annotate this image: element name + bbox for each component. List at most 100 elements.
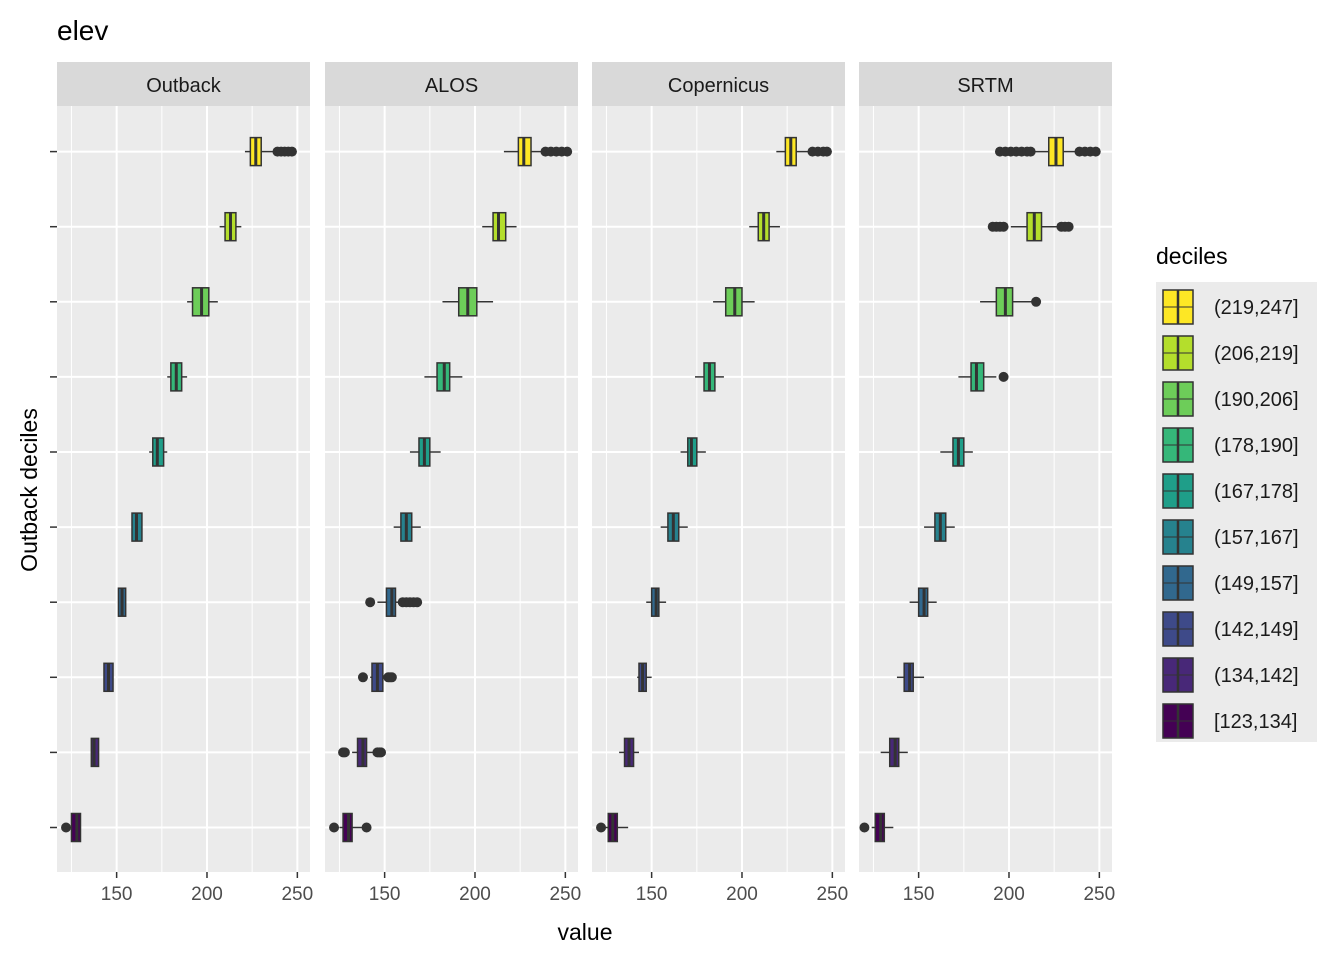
boxplot-3: [357, 662, 397, 693]
outlier-point: [1090, 146, 1101, 157]
outlier-point: [357, 672, 368, 683]
boxplot-7: [424, 362, 463, 392]
x-axis-label: value: [558, 919, 613, 945]
boxplot-4: [117, 587, 127, 617]
legend: deciles (219,247] (206,219] (190,206] (178,…: [1156, 243, 1317, 742]
boxplot-5: [131, 512, 143, 542]
boxplot-4: [909, 587, 937, 617]
boxplot-1: [61, 812, 82, 843]
legend-label: (149,157]: [1214, 573, 1299, 595]
boxplot-6: [680, 437, 706, 467]
outlier-point: [412, 597, 423, 608]
outlier-point: [596, 822, 607, 833]
x-tick-label: 200: [191, 884, 223, 905]
boxplot-5: [393, 512, 421, 542]
x-tick-label: 200: [459, 884, 491, 905]
boxplot-2: [90, 737, 100, 768]
facet-strip: [592, 62, 845, 106]
outlier-point: [61, 822, 72, 833]
outlier-point: [1063, 221, 1074, 232]
boxplot-10: [994, 136, 1101, 167]
panel-background: [859, 106, 1112, 872]
legend-label: (167,178]: [1214, 481, 1299, 503]
panels: Outback 150 200 250 ALOS 150 200 250 Copernicus 1…: [57, 62, 1115, 905]
outlier-point: [361, 822, 372, 833]
x-tick-label: 150: [101, 884, 133, 905]
boxplot-5: [660, 512, 688, 542]
boxplot-8: [187, 287, 218, 317]
boxplot-2: [880, 737, 908, 768]
x-tick-label: 150: [636, 884, 668, 905]
boxplot-7: [167, 362, 188, 392]
outlier-point: [339, 747, 350, 758]
boxplot-2: [619, 737, 639, 768]
legend-item: [123,134]: [1162, 703, 1297, 739]
x-tick-label: 200: [726, 884, 758, 905]
boxplot-1: [859, 812, 894, 843]
legend-item: (134,142]: [1162, 657, 1299, 693]
boxplot-1: [596, 812, 629, 843]
boxplot-3: [637, 662, 652, 693]
outlier-point: [1025, 146, 1036, 157]
boxplot-10: [244, 136, 297, 167]
boxplot-9: [219, 211, 242, 242]
x-tick-label: 250: [1083, 884, 1115, 905]
facet-strip: [325, 62, 578, 106]
legend-label: (142,149]: [1214, 619, 1299, 641]
outlier-point: [1031, 296, 1042, 307]
x-tick-label: 150: [369, 884, 401, 905]
boxplot-6: [409, 437, 441, 467]
outlier-point: [998, 221, 1009, 232]
legend-label: (219,247]: [1214, 297, 1299, 319]
panel-srtm: SRTM 150 200 250: [859, 62, 1115, 905]
boxplot-8: [442, 287, 494, 317]
boxplot-9: [749, 211, 780, 242]
y-axis: [50, 150, 57, 829]
y-axis-label: Outback deciles: [16, 408, 42, 572]
boxplot-6: [149, 437, 168, 467]
outlier-point: [376, 747, 387, 758]
boxplot-4: [646, 587, 667, 617]
panel-outback: Outback 150 200 250: [57, 62, 313, 905]
legend-title: deciles: [1156, 243, 1228, 269]
legend-label: (178,190]: [1214, 435, 1299, 457]
x-tick-label: 250: [816, 884, 848, 905]
boxplot-5: [924, 512, 955, 542]
legend-label: (134,142]: [1214, 665, 1299, 687]
boxplot-6: [940, 437, 973, 467]
facet-strip-label: Outback: [146, 75, 221, 97]
x-tick-label: 250: [281, 884, 313, 905]
legend-item: (219,247]: [1162, 289, 1299, 325]
boxplot-2: [338, 737, 387, 768]
outlier-point: [821, 146, 832, 157]
boxplot-4: [365, 587, 423, 617]
boxplot-10: [776, 136, 832, 167]
facet-strip: [57, 62, 310, 106]
x-tick-label: 200: [993, 884, 1025, 905]
facet-strip: [859, 62, 1112, 106]
legend-item: (157,167]: [1162, 519, 1299, 555]
legend-item: (167,178]: [1162, 473, 1299, 509]
facet-strip-label: SRTM: [957, 75, 1013, 97]
boxplot-7: [958, 362, 1009, 392]
outlier-point: [286, 146, 297, 157]
facet-strip-label: ALOS: [425, 75, 478, 97]
boxplot-3: [103, 662, 114, 693]
legend-label: (190,206]: [1214, 389, 1299, 411]
boxplot-10: [503, 136, 573, 167]
legend-label: [123,134]: [1214, 711, 1297, 733]
panel-copernicus: Copernicus 150 200 250: [592, 62, 848, 905]
boxplot-1: [329, 812, 372, 843]
chart-title: elev: [57, 15, 108, 46]
boxplot-9: [482, 211, 517, 242]
facet-strip-label: Copernicus: [668, 75, 769, 97]
boxplot-8: [713, 287, 755, 317]
legend-item: (206,219]: [1162, 335, 1299, 371]
x-tick-label: 250: [549, 884, 581, 905]
boxplot-8: [980, 287, 1042, 317]
outlier-point: [859, 822, 870, 833]
boxplot-3: [896, 662, 925, 693]
legend-item: (190,206]: [1162, 381, 1299, 417]
legend-label: (157,167]: [1214, 527, 1299, 549]
